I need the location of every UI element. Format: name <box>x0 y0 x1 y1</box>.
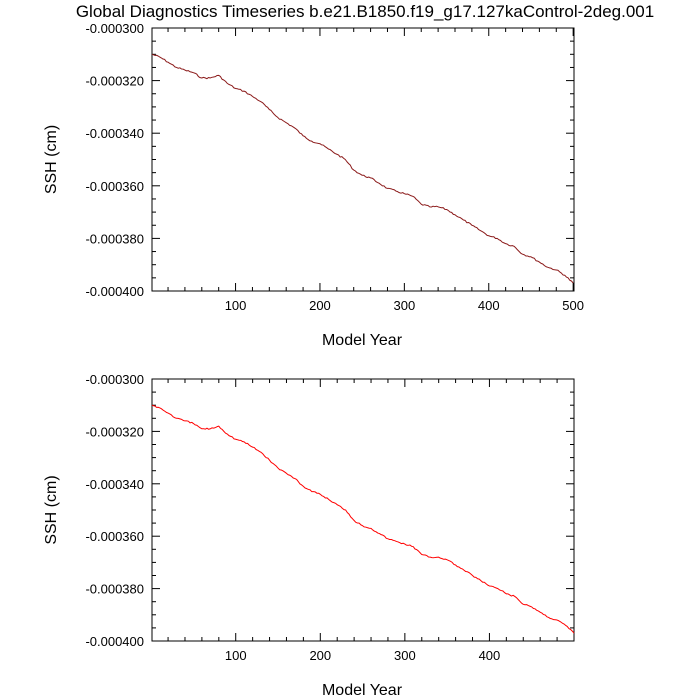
chart-title: Global Diagnostics Timeseries b.e21.B185… <box>76 2 654 21</box>
x-tick-label: 500 <box>562 298 584 313</box>
x-tick-label: 200 <box>309 298 331 313</box>
bottom-panel: 100 200 300 400 -0.000300 -0.000320 -0.000340 -… <box>43 372 575 699</box>
top-panel: 100 200 300 400 500 -0.000300 -0.000320 -0.0003… <box>43 21 584 349</box>
y-tick-label: -0.000380 <box>85 231 144 246</box>
y-tick-label: -0.000340 <box>85 126 144 141</box>
y-tick-label: -0.000340 <box>85 477 144 492</box>
y-tick-label: -0.000300 <box>85 372 144 387</box>
y-tick-label: -0.000320 <box>85 74 144 89</box>
x-tick-label: 400 <box>479 648 501 663</box>
y-axis-label: SSH (cm) <box>43 475 60 544</box>
x-tick-label: 100 <box>225 298 247 313</box>
y-tick-label: -0.000400 <box>85 634 144 649</box>
y-axis-label: SSH (cm) <box>43 125 60 194</box>
series-line <box>151 404 575 634</box>
y-tick-label: -0.000320 <box>85 424 144 439</box>
x-tick-label: 100 <box>225 648 247 663</box>
y-tick-label: -0.000360 <box>85 179 144 194</box>
x-axis-label: Model Year <box>322 682 403 699</box>
x-tick-label: 400 <box>478 298 500 313</box>
y-tick-label: -0.000300 <box>85 21 144 36</box>
x-tick-label: 200 <box>309 648 331 663</box>
x-tick-label: 300 <box>394 648 416 663</box>
plot-frame <box>151 378 575 642</box>
x-tick-label: 300 <box>394 298 416 313</box>
x-axis-label: Model Year <box>322 332 403 349</box>
y-tick-label: -0.000380 <box>85 582 144 597</box>
y-tick-label: -0.000360 <box>85 529 144 544</box>
series-line <box>151 53 574 284</box>
y-tick-label: -0.000400 <box>85 284 144 299</box>
plot-frame <box>151 27 575 292</box>
